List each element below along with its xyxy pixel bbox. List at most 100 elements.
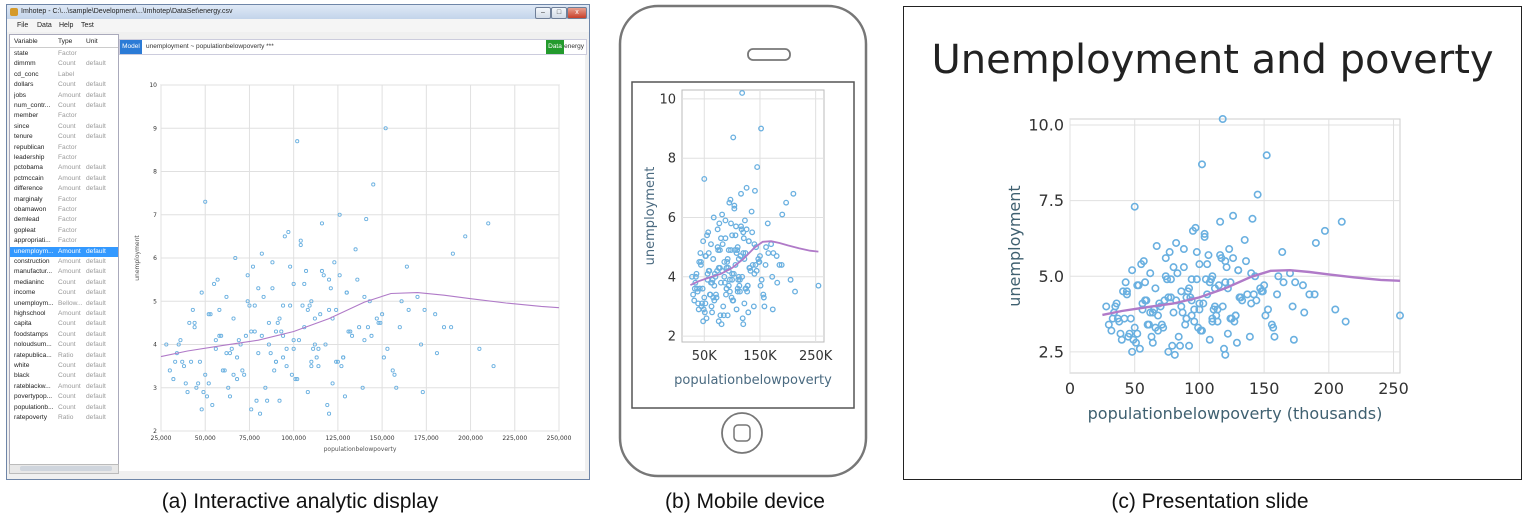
data-button[interactable]: Data: [546, 40, 564, 54]
home-button[interactable]: [721, 412, 763, 454]
variable-list-header: Variable Type Unit: [10, 37, 118, 49]
variable-row[interactable]: foodstamps Count default: [10, 330, 118, 340]
data-point: [701, 175, 708, 182]
variable-row[interactable]: highschool Amount default: [10, 309, 118, 319]
app-icon: [10, 8, 18, 16]
data-point: [1169, 308, 1178, 317]
variable-row[interactable]: marginaly Factor: [10, 195, 118, 205]
variable-row[interactable]: income Count default: [10, 288, 118, 298]
menu-help[interactable]: Help: [59, 22, 74, 29]
variable-row[interactable]: white Count default: [10, 361, 118, 371]
variable-row[interactable]: obamawon Factor: [10, 205, 118, 215]
x-tick-label: 50: [1125, 379, 1145, 398]
variable-row[interactable]: rateblackw... Amount default: [10, 382, 118, 392]
data-point: [268, 351, 273, 356]
data-point: [1102, 302, 1111, 311]
variable-row[interactable]: povertypop... Count default: [10, 392, 118, 402]
minimize-button[interactable]: –: [535, 7, 551, 19]
data-point: [281, 303, 286, 308]
variable-type: Amount: [58, 310, 81, 317]
data-point: [312, 316, 317, 321]
data-point: [1191, 223, 1200, 232]
variable-row[interactable]: appropriati... Factor: [10, 236, 118, 246]
variable-unit: default: [86, 289, 106, 297]
model-button[interactable]: Model: [120, 40, 142, 54]
data-point: [326, 307, 332, 312]
data-point: [1331, 305, 1340, 314]
home-icon: [733, 424, 751, 442]
variable-row[interactable]: leadership Factor: [10, 153, 118, 163]
data-point: [790, 190, 797, 197]
variable-row[interactable]: manufactur... Amount default: [10, 267, 118, 277]
variable-row[interactable]: cd_conc Label: [10, 70, 118, 80]
variable-row[interactable]: demlead Factor: [10, 215, 118, 225]
variable-row[interactable]: tenure Count default: [10, 132, 118, 142]
variable-row[interactable]: republican Factor: [10, 143, 118, 153]
column-variable[interactable]: Variable: [14, 38, 38, 45]
data-point: [700, 318, 707, 325]
maximize-button[interactable]: □: [551, 7, 567, 19]
variable-row[interactable]: member Factor: [10, 111, 118, 121]
variable-row[interactable]: dollars Count default: [10, 80, 118, 90]
variable-row[interactable]: gopleat Factor: [10, 226, 118, 236]
variable-row[interactable]: pctobama Amount default: [10, 163, 118, 173]
variable-name: num_contr...: [14, 102, 51, 109]
data-point: [256, 351, 261, 356]
data-point: [724, 312, 731, 319]
data-point: [761, 303, 768, 310]
data-point: [204, 394, 210, 399]
data-point: [1229, 254, 1238, 263]
close-button[interactable]: x: [567, 7, 587, 19]
data-point: [1210, 302, 1219, 311]
data-point: [1204, 251, 1213, 260]
variable-row[interactable]: num_contr... Count default: [10, 101, 118, 111]
data-point: [183, 381, 188, 386]
data-point: [733, 250, 740, 257]
variable-row[interactable]: unemploym... Amount default: [10, 246, 118, 257]
column-type[interactable]: Type: [58, 38, 73, 45]
y-tick-label: 4: [668, 270, 676, 285]
menu-file[interactable]: File: [17, 22, 29, 29]
variable-row[interactable]: black Count default: [10, 371, 118, 381]
variable-row[interactable]: since Count default: [10, 122, 118, 132]
data-point: [229, 346, 234, 351]
data-point: [745, 309, 752, 316]
variable-unit: default: [86, 372, 106, 380]
y-tick-label: 8: [153, 169, 157, 176]
data-point: [418, 342, 424, 347]
variable-row[interactable]: jobs Amount default: [10, 91, 118, 101]
data-point: [185, 390, 190, 395]
data-point: [1173, 269, 1182, 278]
horizontal-scrollbar[interactable]: [9, 464, 119, 474]
menu-test[interactable]: Test: [81, 22, 94, 29]
data-point: [316, 364, 321, 369]
data-point: [738, 190, 744, 197]
variable-row[interactable]: capita Count default: [10, 319, 118, 329]
variable-row[interactable]: construction Amount default: [10, 257, 118, 267]
data-point: [309, 299, 314, 304]
y-tick-label: 2.5: [1039, 342, 1064, 361]
data-point: [197, 359, 202, 364]
formula-input[interactable]: unemployment ~ populationbelowpoverty **…: [146, 43, 274, 50]
data-point: [743, 184, 750, 191]
variable-unit: default: [86, 382, 106, 390]
menu-data[interactable]: Data: [37, 22, 52, 29]
scrollbar-thumb[interactable]: [20, 466, 112, 471]
variable-row[interactable]: noloudsum... Count default: [10, 340, 118, 350]
variable-row[interactable]: state Factor: [10, 49, 118, 59]
data-point: [763, 244, 770, 251]
variable-row[interactable]: dimmm Count default: [10, 59, 118, 69]
variable-row[interactable]: unemploym... Bellow... default: [10, 299, 118, 309]
x-tick-label: 50K: [692, 349, 718, 364]
column-unit[interactable]: Unit: [86, 38, 98, 45]
variable-row[interactable]: medianinc Count default: [10, 278, 118, 288]
variable-row[interactable]: ratepublica... Ratio default: [10, 351, 118, 361]
variable-row[interactable]: difference Amount default: [10, 184, 118, 194]
variable-row[interactable]: pctmccain Amount default: [10, 174, 118, 184]
variable-unit: default: [86, 81, 106, 89]
variable-row[interactable]: ratepoverty Ratio default: [10, 413, 118, 423]
data-point: [697, 250, 704, 257]
variable-row[interactable]: populationb... Count default: [10, 403, 118, 413]
data-point: [1195, 260, 1204, 269]
data-point: [1288, 302, 1297, 311]
